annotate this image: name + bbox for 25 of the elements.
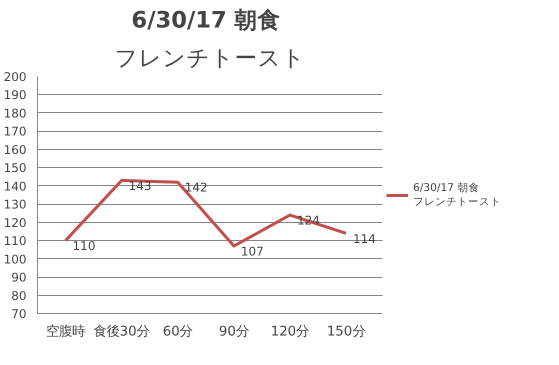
y-tick-label: 140: [4, 179, 26, 194]
data-label: 110: [72, 239, 96, 254]
x-tick-label: 60分: [162, 324, 193, 340]
y-tick-label: 170: [4, 124, 26, 139]
y-tick-label: 180: [4, 106, 26, 120]
y-tick-label: 120: [4, 216, 26, 230]
y-tick-label: 150: [4, 161, 26, 176]
x-tick-label: 食後30分: [94, 324, 150, 340]
y-tick-label: 100: [4, 252, 26, 266]
y-tick-label: 70: [11, 307, 27, 321]
chart-title: 6/30/17 朝食: [131, 8, 281, 34]
data-label: 107: [240, 244, 264, 259]
y-tick-label: 190: [4, 88, 26, 102]
x-tick-label: 120分: [270, 324, 310, 340]
x-tick-label: 90分: [218, 324, 249, 340]
chart-subtitle: フレンチトースト: [114, 46, 306, 72]
y-tick-label: 130: [4, 198, 26, 212]
y-tick-label: 80: [11, 288, 27, 303]
y-tick-label: 200: [4, 70, 26, 84]
x-tick-label: 空腹時: [46, 324, 86, 340]
y-tick-label: 110: [4, 234, 26, 248]
y-tick-label: 90: [11, 270, 27, 285]
legend-label: 6/30/17 朝食フレンチトースト: [413, 180, 501, 208]
x-tick-label: 150分: [326, 324, 366, 340]
y-tick-label: 160: [4, 142, 26, 157]
